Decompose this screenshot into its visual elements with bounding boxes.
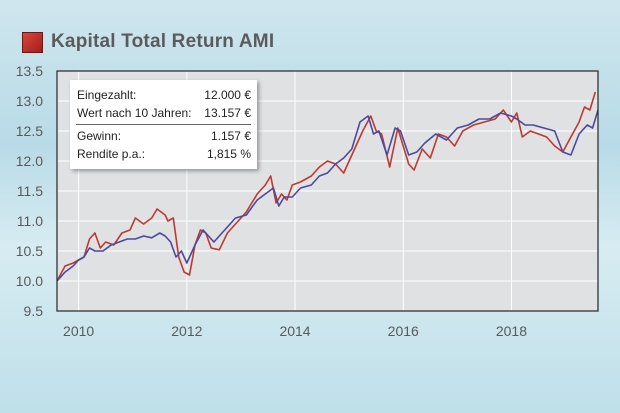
y-tick-label: 13.0	[16, 93, 43, 109]
y-tick-label: 13.5	[16, 63, 43, 79]
summary-row-gain: Gewinn: 1.157 €	[77, 129, 251, 143]
summary-label: Eingezahlt:	[77, 88, 137, 102]
summary-value: 1.157 €	[210, 129, 251, 143]
y-tick-label: 12.0	[16, 153, 43, 169]
y-tick-label: 9.5	[24, 303, 44, 319]
plot-border	[56, 70, 599, 312]
chart-header: Kapital Total Return AMI	[22, 31, 274, 53]
series-line-comparison	[56, 109, 599, 282]
summary-value: 13.157 €	[204, 106, 251, 120]
summary-value: 1,815 %	[206, 147, 251, 161]
x-tick-label: 2014	[279, 323, 310, 339]
x-tick-label: 2012	[171, 323, 202, 339]
summary-label: Wert nach 10 Jahren:	[77, 106, 192, 120]
summary-row-deposit: Eingezahlt: 12.000 €	[77, 88, 251, 102]
x-tick-label: 2018	[496, 323, 527, 339]
summary-divider	[76, 124, 251, 125]
x-tick-label: 2016	[388, 323, 419, 339]
summary-label: Rendite p.a.:	[77, 147, 146, 161]
y-tick-label: 12.5	[16, 123, 43, 139]
summary-row-final-value: Wert nach 10 Jahren: 13.157 €	[77, 106, 251, 120]
summary-row-return: Rendite p.a.: 1,815 %	[77, 147, 251, 161]
summary-value: 12.000 €	[204, 88, 251, 102]
summary-label: Gewinn:	[77, 129, 122, 143]
y-tick-label: 11.0	[17, 213, 43, 229]
title-marker-icon	[22, 31, 43, 53]
x-tick-label: 2010	[63, 323, 94, 339]
chart-title: Kapital Total Return AMI	[51, 31, 275, 52]
y-tick-label: 10.0	[16, 273, 43, 289]
y-tick-label: 11.5	[17, 183, 43, 199]
summary-box: Eingezahlt: 12.000 € Wert nach 10 Jahren…	[70, 80, 257, 169]
y-tick-label: 10.5	[16, 243, 43, 259]
